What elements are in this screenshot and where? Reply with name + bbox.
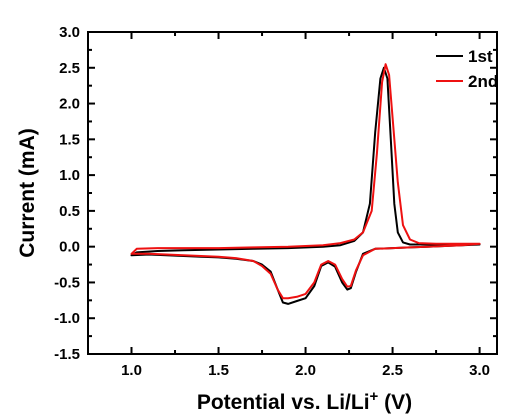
series-line-2 <box>130 63 481 300</box>
y-tick-label: -1.0 <box>54 310 80 327</box>
y-tick-label: 1.0 <box>59 167 80 184</box>
y-tick-label: 2.5 <box>59 60 80 77</box>
x-tick-label: 3.0 <box>469 362 490 379</box>
x-axis-title-unit: (V) <box>378 391 412 414</box>
y-tick-label: -1.5 <box>54 346 80 363</box>
y-axis-title: Current (mA) <box>16 128 39 258</box>
y-tick-label: -0.5 <box>54 274 80 291</box>
y-tick-label: 2.0 <box>59 96 80 113</box>
y-tick-label: 0.5 <box>59 203 80 220</box>
axes: 1.0 1.5 2.0 2.5 3.0 -1.5 -1.0 -0.5 0.0 0.5 1.0 1.5 2… <box>54 24 498 379</box>
x-axis-title: Potential vs. Li/Li+ (V) <box>197 388 412 414</box>
axes-frame <box>87 31 498 355</box>
y-tick-label: 1.5 <box>59 131 80 148</box>
plot-area <box>130 63 481 305</box>
x-tick-label: 2.0 <box>295 362 316 379</box>
x-tick-label: 1.0 <box>121 362 142 379</box>
x-axis-title-main: Potential vs. Li/Li <box>197 391 370 414</box>
legend-label-1: 1st <box>468 47 493 66</box>
legend-label-2: 2nd <box>468 72 498 91</box>
x-tick-label: 1.5 <box>208 362 229 379</box>
y-tick-label: 0.0 <box>59 239 80 256</box>
series-line-1 <box>130 66 481 305</box>
x-tick-label: 2.5 <box>382 362 403 379</box>
y-tick-label: 3.0 <box>59 24 80 41</box>
x-axis-title-superscript: + <box>370 388 379 405</box>
